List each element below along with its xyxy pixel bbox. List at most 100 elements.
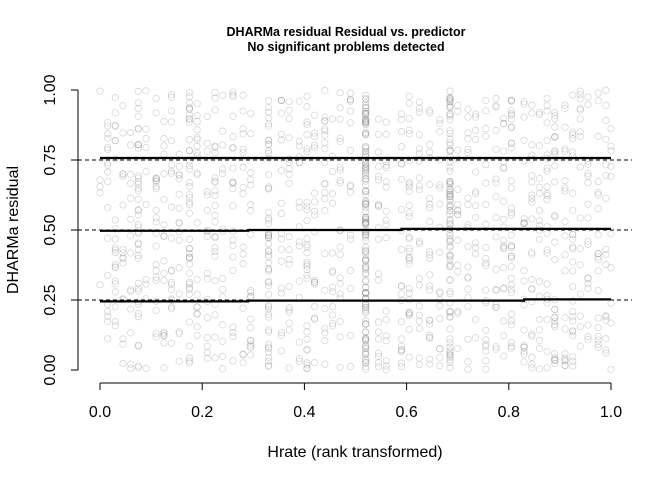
data-point — [203, 139, 211, 147]
data-point — [295, 198, 303, 206]
data-point — [362, 248, 370, 256]
data-point — [561, 361, 569, 370]
data-point — [594, 324, 602, 332]
data-point — [119, 201, 127, 209]
data-point — [247, 181, 255, 189]
data-point — [446, 343, 454, 351]
data-point — [426, 248, 434, 256]
data-point — [193, 171, 201, 179]
data-point — [311, 129, 319, 137]
data-point — [127, 286, 135, 294]
data-point — [295, 338, 303, 346]
data-point — [311, 278, 319, 286]
data-point — [464, 105, 472, 113]
data-point — [397, 175, 406, 183]
data-point — [454, 101, 462, 109]
data-point — [602, 171, 610, 180]
data-point — [134, 141, 142, 149]
data-point — [167, 303, 176, 311]
data-point — [346, 181, 354, 189]
data-point — [277, 109, 285, 117]
data-point — [520, 113, 528, 121]
quantile-line — [100, 227, 611, 232]
data-point — [239, 350, 247, 358]
data-point — [602, 135, 610, 143]
data-point — [311, 228, 319, 236]
data-point — [436, 289, 444, 297]
data-point — [382, 357, 390, 365]
data-point — [265, 277, 273, 286]
data-point — [362, 283, 370, 291]
data-point — [239, 145, 247, 153]
data-point — [446, 244, 454, 252]
data-point — [362, 348, 370, 356]
data-point — [362, 336, 370, 344]
data-point — [142, 276, 150, 284]
data-point — [303, 216, 311, 225]
data-point — [576, 128, 584, 136]
data-point — [362, 118, 370, 126]
data-point — [247, 340, 255, 348]
data-point — [203, 354, 211, 362]
data-point — [507, 139, 515, 147]
data-point — [104, 134, 112, 142]
data-point — [446, 203, 454, 211]
data-point — [551, 212, 559, 220]
data-point — [362, 266, 370, 274]
data-point — [265, 136, 273, 144]
data-point — [111, 249, 119, 257]
data-point — [362, 111, 370, 119]
data-point — [507, 96, 515, 105]
data-point — [185, 93, 193, 101]
data-point — [561, 145, 569, 153]
data-point — [362, 163, 370, 171]
data-point — [346, 95, 354, 104]
data-point — [500, 164, 508, 173]
data-point — [464, 145, 472, 153]
data-point — [397, 128, 406, 136]
data-point — [584, 335, 592, 344]
data-point — [535, 336, 544, 344]
data-point — [328, 288, 337, 296]
data-point — [362, 219, 370, 227]
data-point — [382, 366, 390, 374]
data-point — [405, 260, 413, 268]
data-point — [362, 269, 370, 277]
data-point — [551, 314, 559, 322]
data-point — [454, 200, 462, 208]
data-point — [321, 337, 329, 345]
data-point — [336, 280, 344, 288]
data-point — [160, 196, 168, 204]
data-point — [134, 342, 142, 350]
data-point — [561, 267, 569, 275]
data-point — [277, 257, 285, 265]
data-point — [336, 243, 344, 251]
data-point — [382, 164, 390, 172]
data-point — [569, 230, 577, 239]
data-point — [277, 96, 285, 104]
data-point — [446, 351, 454, 359]
data-point — [472, 202, 480, 210]
data-point — [203, 342, 211, 350]
data-point — [543, 280, 551, 288]
data-point — [382, 221, 390, 229]
data-point — [507, 97, 515, 105]
data-point — [328, 168, 337, 176]
data-point — [362, 351, 370, 359]
data-point — [551, 178, 559, 186]
data-point — [211, 247, 219, 256]
data-point — [346, 97, 354, 105]
data-point — [454, 210, 462, 218]
data-point — [362, 131, 370, 139]
data-point — [185, 179, 193, 187]
x-tick-label: 0.6 — [395, 404, 417, 421]
data-point — [543, 167, 551, 175]
data-point — [602, 316, 610, 324]
data-point — [569, 135, 577, 143]
data-point — [382, 362, 390, 370]
data-point — [346, 107, 354, 115]
data-point — [119, 129, 127, 137]
data-point — [362, 175, 370, 183]
data-point — [382, 207, 390, 215]
data-point — [265, 184, 273, 193]
